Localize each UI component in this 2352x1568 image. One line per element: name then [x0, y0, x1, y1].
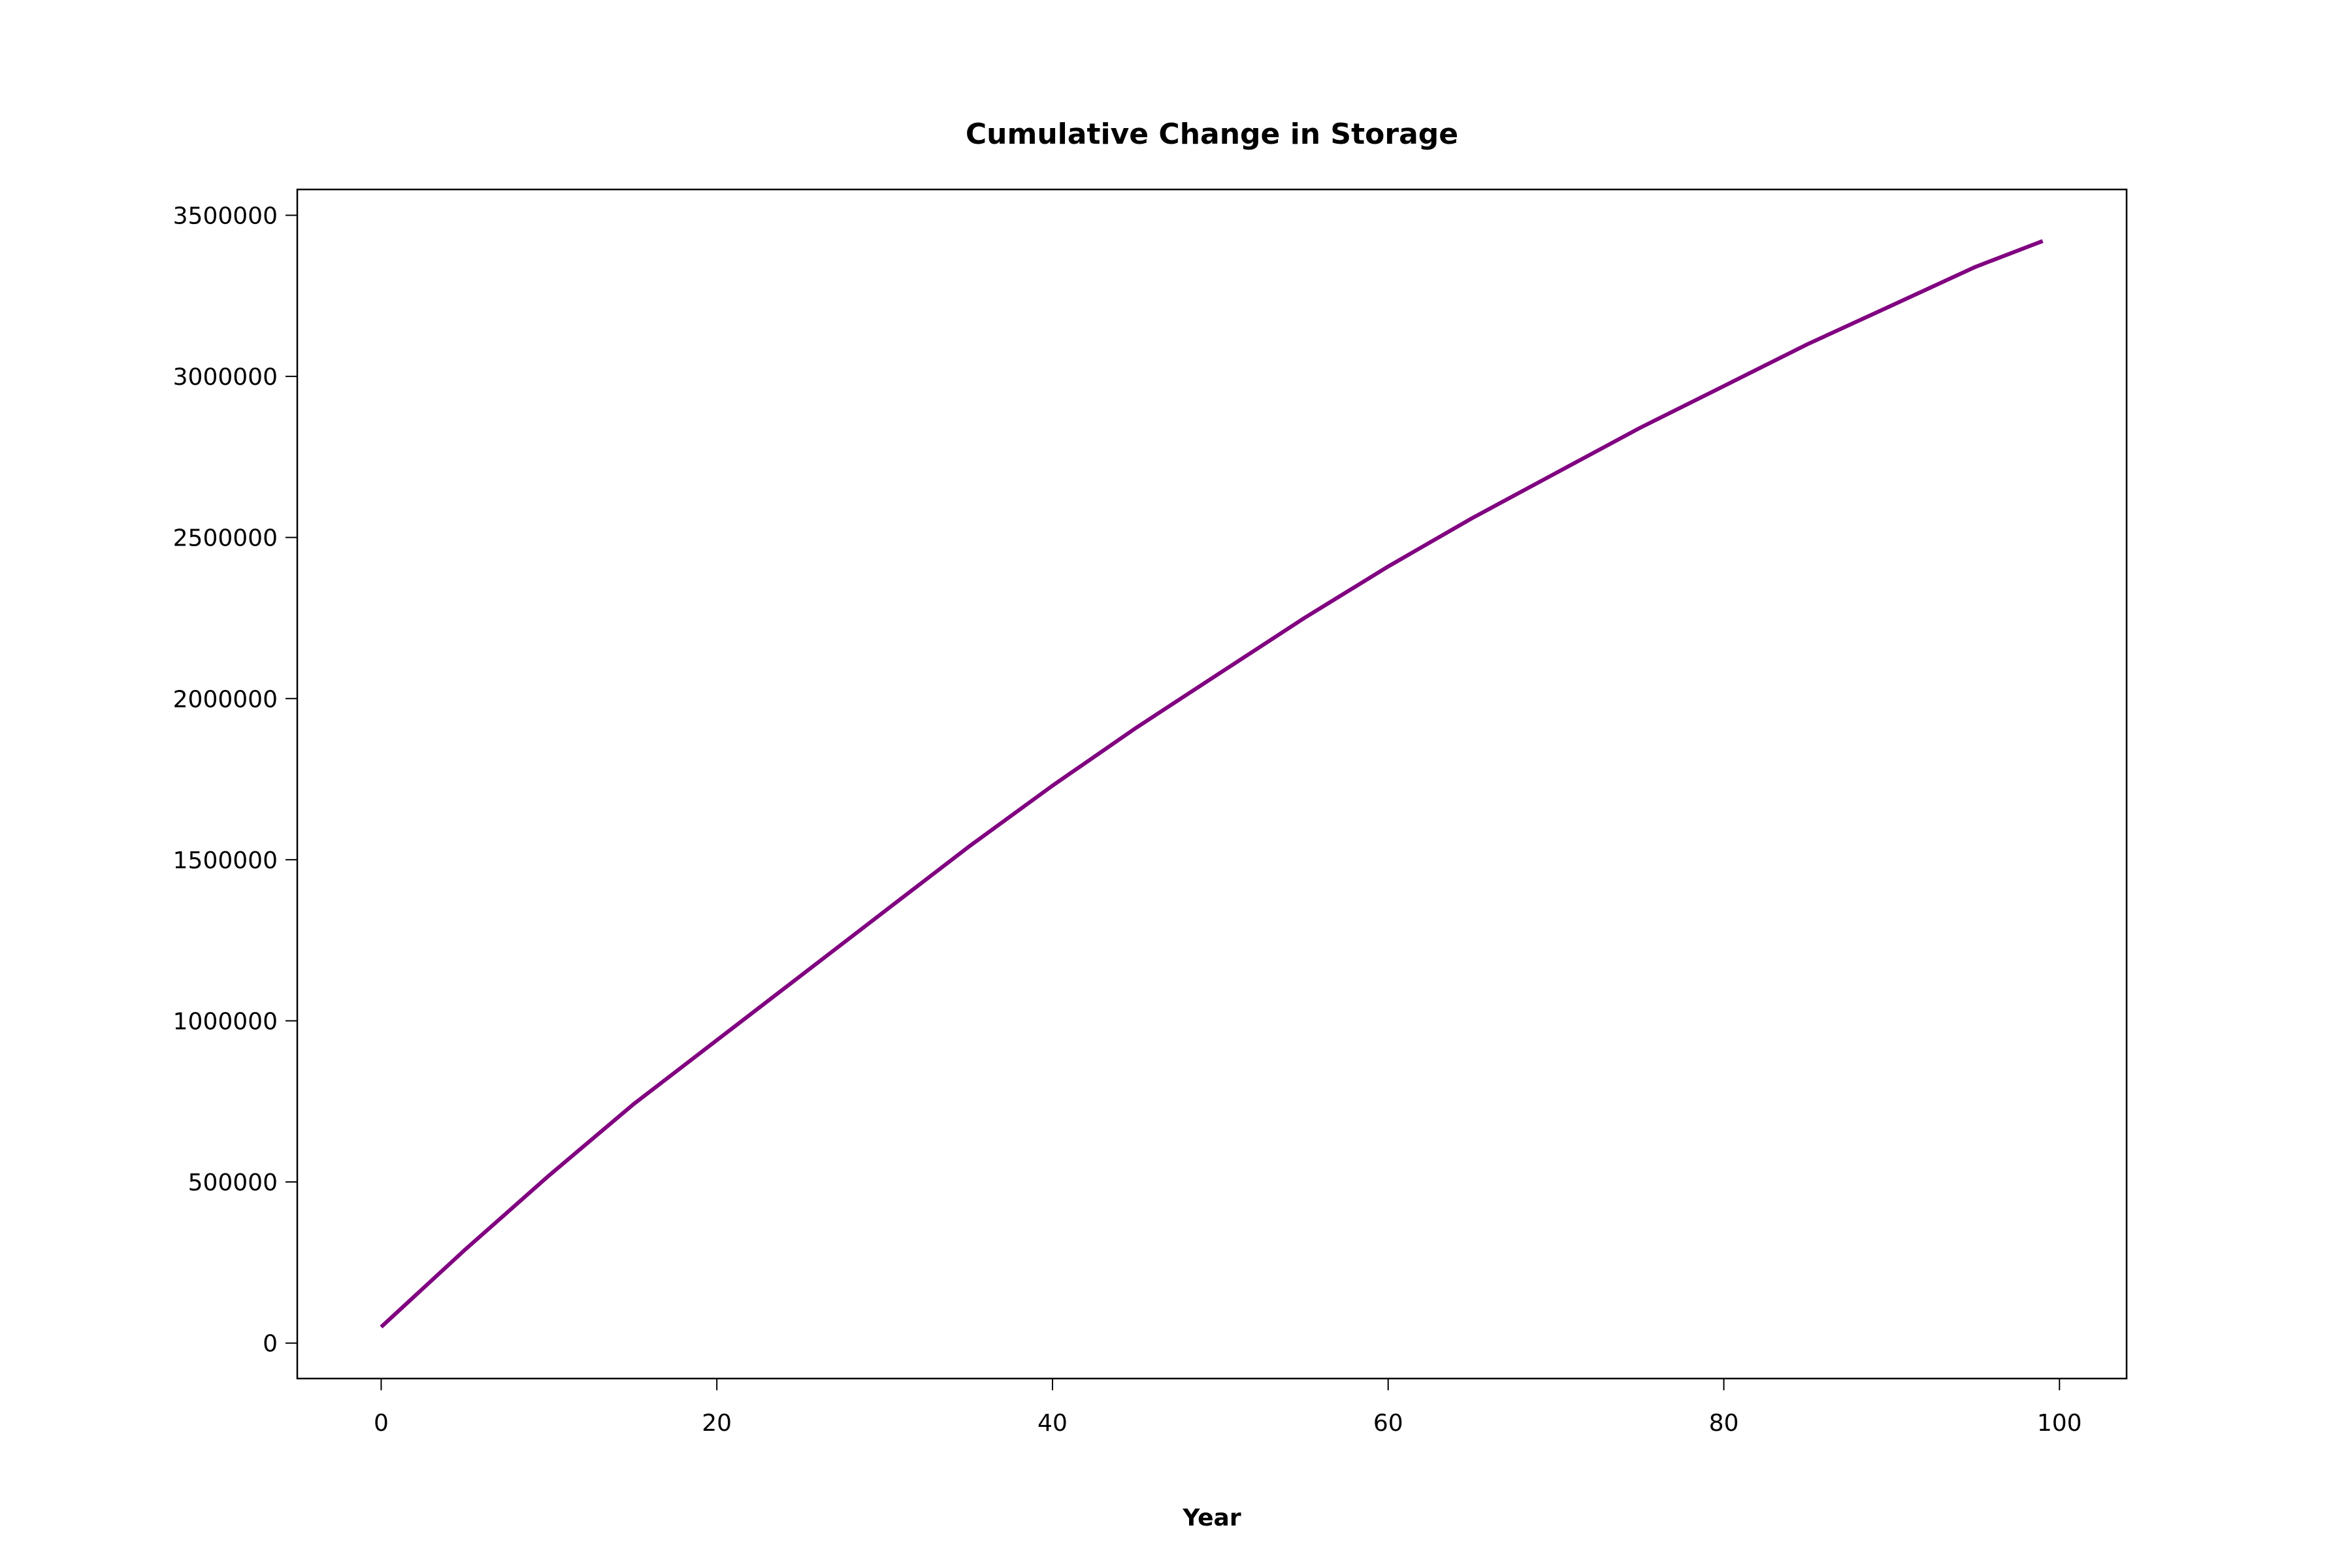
y-axis: 0 500000 1000000 1500000 2000000 2500000 30000… [173, 203, 297, 1358]
plot-frame [296, 188, 2128, 1380]
x-axis-label: Year [1182, 1505, 1241, 1531]
y-tick-label: 3000000 [173, 364, 278, 391]
y-tick-label: 1500000 [173, 847, 278, 874]
y-tick-label: 2000000 [173, 686, 278, 713]
series-line-1 [380, 239, 2044, 1329]
y-tick-label: 0 [263, 1331, 278, 1358]
chart-title: Cumulative Change in Storage [966, 118, 1458, 151]
x-axis: 0 20 40 60 80 100 [374, 1379, 2082, 1437]
x-tick-label: 80 [1709, 1410, 1739, 1437]
y-tick-label: 3500000 [173, 203, 278, 229]
y-tick-label: 500000 [188, 1169, 278, 1196]
y-tick-label: 1000000 [173, 1009, 278, 1036]
x-tick-label: 60 [1373, 1410, 1403, 1437]
x-tick-label: 100 [2037, 1410, 2082, 1437]
plot-lines [380, 239, 2044, 1329]
y-tick-label: 2500000 [173, 525, 278, 552]
x-tick-label: 20 [702, 1410, 732, 1437]
x-tick-label: 0 [374, 1410, 389, 1437]
x-tick-label: 40 [1037, 1410, 1068, 1437]
